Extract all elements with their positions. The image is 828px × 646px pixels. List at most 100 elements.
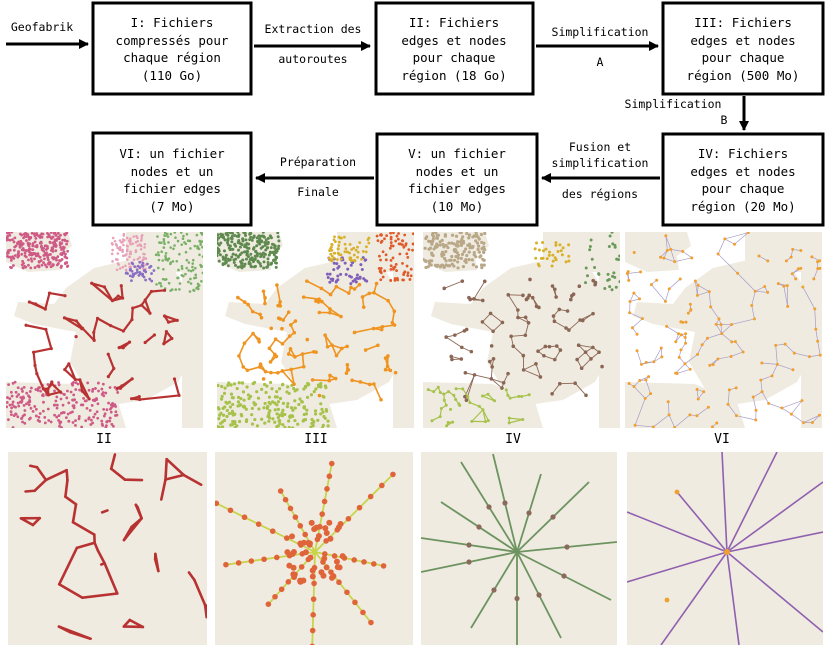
- map-vi-net-node: [706, 405, 710, 409]
- map-iv-uk-speck: [442, 245, 446, 249]
- map-ii-fr-node: [110, 299, 115, 303]
- map-ii-es-speck: [111, 424, 115, 428]
- box-i-line-1: I: Fichiers: [131, 15, 214, 30]
- map-iii-be-speck: [337, 244, 341, 247]
- zoom-iii-core-speck: [307, 554, 314, 561]
- map-ii-be-speck: [115, 268, 119, 272]
- map-ii-fr-node: [63, 294, 67, 298]
- zoom-iii-core-speck: [290, 564, 297, 571]
- map-ii-fr-edge: [144, 298, 152, 315]
- map-iv-fr-edge: [524, 322, 530, 336]
- map-ii-be-speck: [138, 256, 141, 259]
- map-vi-net-edge: [665, 288, 670, 302]
- map-iv-uk-speck: [447, 241, 451, 245]
- map-iv-uk-speck: [476, 247, 480, 251]
- map-iv-es-edge: [471, 409, 484, 422]
- map-vi-net-node: [688, 302, 692, 306]
- map-iv-fr-node: [450, 357, 454, 362]
- map-iv-fr-node: [550, 284, 555, 288]
- map-iii-lux-speck: [332, 268, 336, 272]
- map-vi-net-node: [754, 408, 758, 412]
- map-ii-lux-speck: [152, 269, 156, 272]
- map-iv-uk-speck: [423, 257, 425, 262]
- map-iii-es-speck: [250, 413, 254, 417]
- map-ii-fr-node: [117, 346, 121, 350]
- map-ii-es-speck: [37, 386, 41, 390]
- map-ii-uk-speck: [8, 233, 12, 237]
- map-iv-es-node: [506, 393, 510, 397]
- map-iii-fr-node: [300, 352, 305, 356]
- source-label: Geofabrik: [11, 20, 73, 34]
- map-iv-fr-edge: [553, 320, 567, 329]
- map-iii-fr-node: [327, 378, 332, 383]
- map-iii-es-speck: [239, 403, 243, 407]
- map-ii-uk-speck: [20, 263, 24, 267]
- map-vi-net-node: [707, 290, 711, 294]
- box-ii-line-4: région (18 Go): [401, 68, 506, 83]
- map-iii-uk-speck: [266, 257, 270, 261]
- map-ii-es-speck: [88, 408, 92, 412]
- map-ii-es-speck: [96, 402, 100, 406]
- map-vi-net-node: [709, 305, 713, 309]
- map-iv-uk-speck: [434, 232, 438, 235]
- map-ii-uk-speck: [60, 264, 63, 268]
- caption-iii: III: [304, 432, 327, 447]
- map-iii-fr-node: [281, 318, 285, 322]
- map-iii-de-speck: [392, 266, 395, 270]
- map-iv-fr-node: [554, 344, 559, 348]
- map-iv-be-speck: [534, 241, 538, 245]
- map-vi-net-node: [659, 255, 663, 259]
- map-ii-de-speck: [158, 281, 161, 285]
- map-ii-lux-speck: [150, 272, 153, 275]
- map-vi-net-edge: [768, 403, 783, 409]
- map-ii-uk-speck: [8, 238, 12, 242]
- map-ii-uk-speck: [45, 265, 49, 269]
- map-ii-be-speck: [118, 239, 122, 242]
- map-iii-be-speck: [360, 257, 364, 261]
- map-iv-uk-speck: [468, 245, 472, 249]
- map-iv-fr-edge: [543, 355, 556, 361]
- map-ii-es-speck: [21, 395, 25, 399]
- map-iii-fr-node: [376, 343, 380, 348]
- map-iii-uk-speck: [234, 263, 238, 267]
- map-ii-fr-edge: [107, 367, 115, 378]
- map-ii-fr-node: [62, 316, 67, 320]
- map-iii-uk-speck: [241, 239, 245, 243]
- map-iii-uk-speck: [251, 260, 255, 264]
- map-iv-fr-edge: [490, 312, 503, 323]
- map-iii-lux-speck: [349, 263, 353, 267]
- map-ii-fr-node: [74, 319, 78, 323]
- map-ii-uk-speck: [33, 240, 37, 244]
- map-ii-es-speck: [84, 399, 88, 403]
- map-iii-fr-node: [330, 343, 334, 347]
- map-vi-net-node: [628, 299, 632, 303]
- map-ii-es-speck: [60, 426, 63, 428]
- map-ii-be-speck: [111, 248, 114, 252]
- map-iv-es-node: [458, 404, 462, 408]
- map-iii-uk-speck: [243, 232, 247, 235]
- map-vi-net-edge: [695, 280, 698, 296]
- map-iv-fr-node: [526, 320, 531, 325]
- map-ii-es-speck: [23, 413, 26, 417]
- map-iii-uk-speck: [233, 234, 237, 238]
- map-iii-uk-speck: [217, 259, 221, 263]
- map-iii-fr-node: [379, 398, 383, 402]
- map-iii-fr-node: [263, 301, 267, 306]
- map-iii-uk-speck: [268, 251, 272, 255]
- map-iii-lux-speck: [346, 267, 350, 271]
- map-vi-net-node: [766, 259, 770, 263]
- zoom-ii-edge: [28, 464, 39, 469]
- map-ii-de-speck: [163, 232, 167, 235]
- map-iii-es-speck: [275, 425, 279, 428]
- zoom-iii-core-speck: [336, 564, 343, 571]
- zoom-iii-node: [367, 493, 374, 500]
- zoom-ii-edge: [19, 517, 35, 527]
- map-iii-fr-node: [258, 312, 262, 317]
- map-ii-de-speck: [156, 235, 159, 238]
- map-ii-fr-node: [140, 303, 144, 307]
- map-ii-fr-node: [78, 378, 82, 382]
- map-vi-net-node: [800, 399, 804, 403]
- zoom-iii-node: [297, 523, 304, 529]
- map-ii-es-speck: [102, 414, 106, 418]
- map-vi-net-edge: [697, 291, 710, 296]
